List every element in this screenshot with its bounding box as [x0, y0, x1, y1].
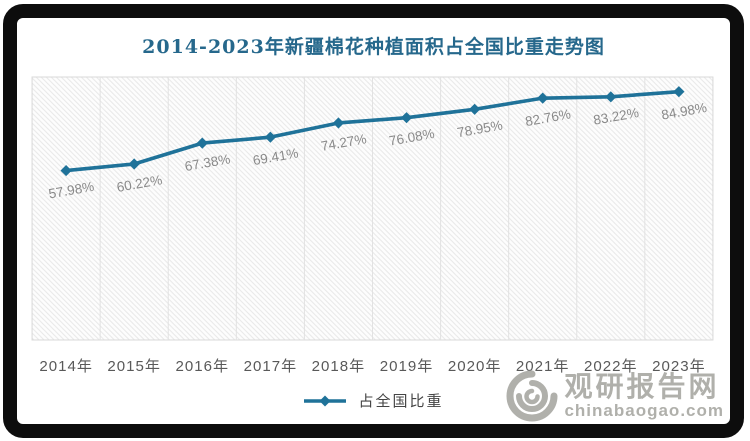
- x-axis-label: 2017年: [244, 358, 298, 375]
- x-axis-label: 2014年: [39, 358, 93, 375]
- data-point-marker: [196, 137, 208, 149]
- x-axis-label: 2022年: [584, 358, 638, 375]
- legend: 占全国比重: [17, 390, 730, 411]
- x-axis-label: 2021年: [516, 358, 570, 375]
- screenshot-frame: 57.98% 60.22% 67.38% 69.41% 74.27% 76.08% 78.9…: [3, 4, 744, 438]
- data-point-marker: [332, 117, 345, 129]
- trend-line: [64, 89, 681, 173]
- x-axis-label: 2016年: [176, 358, 230, 375]
- chart-container: 57.98% 60.22% 67.38% 69.41% 74.27% 76.08% 78.9…: [17, 18, 730, 424]
- data-point-marker: [537, 92, 549, 104]
- data-point-marker: [469, 103, 481, 115]
- line-chart: 57.98% 60.22%67.38% 69.41%74.27% 76.08% 78.9…: [31, 76, 714, 375]
- x-axis-label: 2018年: [312, 358, 366, 375]
- data-point-marker: [605, 91, 617, 103]
- x-axis-label: 2023年: [652, 358, 706, 375]
- data-point-marker: [673, 86, 685, 98]
- legend-line-marker-icon: [304, 395, 347, 406]
- legend-label: 占全国比重: [358, 392, 444, 410]
- x-axis-label: 2020年: [448, 358, 502, 375]
- x-axis-label: 2015年: [107, 358, 161, 375]
- x-axis-label: 2019年: [380, 358, 434, 375]
- chart-title: 2014-2023年新疆棉花种植面积占全国比重走势图: [142, 36, 605, 58]
